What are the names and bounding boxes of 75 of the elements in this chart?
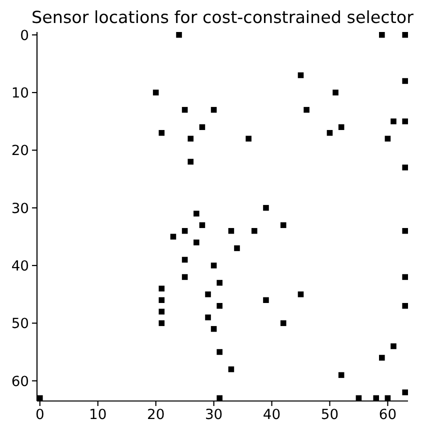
point bbox=[188, 158, 194, 165]
point bbox=[402, 274, 408, 280]
point bbox=[182, 106, 188, 113]
x-tick-label: 20 bbox=[146, 406, 165, 423]
point bbox=[234, 245, 240, 252]
point bbox=[176, 32, 182, 38]
x-tick-label: 40 bbox=[262, 406, 281, 423]
point bbox=[170, 234, 176, 240]
point bbox=[384, 136, 391, 142]
point bbox=[298, 72, 304, 78]
point bbox=[356, 395, 362, 401]
point bbox=[37, 395, 43, 401]
point bbox=[158, 297, 165, 303]
point bbox=[304, 106, 310, 113]
y-tick-label: 0 bbox=[20, 28, 29, 44]
point bbox=[338, 124, 344, 130]
point bbox=[216, 302, 222, 309]
point bbox=[263, 297, 269, 303]
point bbox=[280, 222, 286, 228]
point bbox=[205, 291, 211, 298]
point bbox=[199, 222, 206, 228]
x-tick-label: 50 bbox=[320, 406, 339, 423]
point bbox=[194, 240, 200, 246]
point bbox=[390, 343, 396, 350]
y-tick-label: 50 bbox=[11, 316, 29, 332]
point bbox=[199, 124, 206, 130]
point bbox=[402, 164, 408, 170]
point bbox=[402, 78, 408, 84]
point bbox=[390, 118, 396, 124]
x-tick-label: 10 bbox=[89, 406, 107, 423]
point bbox=[379, 354, 385, 361]
x-tick-label: 0 bbox=[35, 406, 44, 423]
point bbox=[251, 228, 258, 234]
point bbox=[158, 320, 165, 326]
point bbox=[182, 274, 188, 280]
point bbox=[263, 204, 269, 211]
y-tick-label: 20 bbox=[11, 143, 29, 160]
y-tick-label: 60 bbox=[11, 374, 29, 390]
point bbox=[158, 130, 165, 136]
point bbox=[228, 366, 234, 372]
point bbox=[152, 90, 159, 96]
point bbox=[280, 320, 286, 326]
point bbox=[158, 308, 165, 315]
point bbox=[338, 372, 344, 378]
point bbox=[379, 32, 385, 38]
point bbox=[402, 32, 408, 38]
point bbox=[326, 130, 333, 136]
x-tick-label: 30 bbox=[204, 406, 223, 423]
point bbox=[384, 395, 391, 401]
y-tick-label: 30 bbox=[11, 200, 29, 217]
point bbox=[402, 389, 408, 396]
point bbox=[246, 136, 252, 142]
point bbox=[194, 210, 200, 216]
point bbox=[332, 90, 338, 96]
point bbox=[182, 228, 188, 234]
x-tick-label: 60 bbox=[378, 406, 397, 423]
point bbox=[373, 395, 380, 401]
point bbox=[188, 136, 194, 142]
point bbox=[210, 262, 217, 268]
point bbox=[182, 256, 188, 263]
point bbox=[402, 228, 408, 234]
point bbox=[210, 106, 217, 113]
point bbox=[205, 314, 211, 320]
chart-title: Sensor locations for cost-constrained selector bbox=[30, 7, 414, 27]
point bbox=[216, 395, 222, 401]
point bbox=[210, 326, 217, 332]
y-tick-label: 10 bbox=[11, 85, 29, 102]
point bbox=[402, 302, 408, 309]
point bbox=[216, 349, 222, 355]
point bbox=[228, 228, 234, 234]
point bbox=[298, 291, 304, 298]
point bbox=[158, 286, 165, 292]
point bbox=[402, 118, 408, 124]
point bbox=[216, 280, 222, 286]
y-tick-label: 40 bbox=[11, 258, 29, 274]
